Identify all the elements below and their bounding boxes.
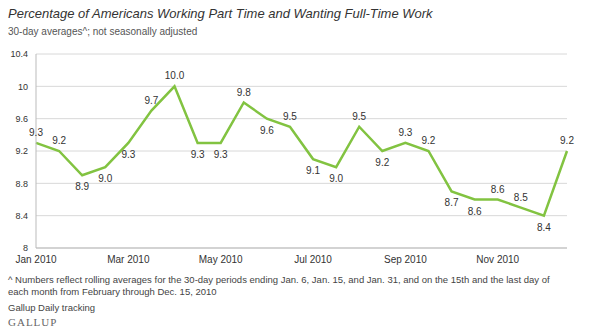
svg-text:9.3: 9.3 bbox=[121, 149, 135, 160]
svg-text:9.2: 9.2 bbox=[15, 146, 28, 156]
svg-text:Mar 2010: Mar 2010 bbox=[107, 254, 150, 265]
html-text:GALLUP: GALLUP bbox=[8, 316, 58, 328]
svg-text:Jul 2010: Jul 2010 bbox=[294, 254, 332, 265]
html-text:Gallup Daily tracking: Gallup Daily tracking bbox=[8, 302, 96, 313]
svg-text:8: 8 bbox=[23, 243, 28, 253]
svg-text:9.6: 9.6 bbox=[15, 114, 28, 124]
svg-text:9.0: 9.0 bbox=[98, 173, 112, 184]
svg-text:8.6: 8.6 bbox=[468, 206, 482, 217]
html-text:30-day averages^; not seasonal: 30-day averages^; not seasonally adjuste… bbox=[8, 26, 198, 37]
svg-text:8.7: 8.7 bbox=[445, 197, 459, 208]
svg-text:Sep 2010: Sep 2010 bbox=[384, 254, 427, 265]
svg-text:8.4: 8.4 bbox=[537, 222, 551, 233]
svg-text:9.2: 9.2 bbox=[375, 157, 389, 168]
svg-text:Nov 2010: Nov 2010 bbox=[476, 254, 519, 265]
svg-text:10.4: 10.4 bbox=[10, 49, 28, 59]
html-text:Percentage of Americans Workin: Percentage of Americans Working Part Tim… bbox=[8, 6, 433, 21]
svg-text:9.3: 9.3 bbox=[398, 127, 412, 138]
svg-text:9.6: 9.6 bbox=[260, 125, 274, 136]
svg-text:9.2: 9.2 bbox=[560, 135, 574, 146]
svg-text:8.5: 8.5 bbox=[514, 192, 528, 203]
svg-text:10.0: 10.0 bbox=[165, 70, 185, 81]
svg-text:8.9: 8.9 bbox=[75, 181, 89, 192]
svg-text:8.6: 8.6 bbox=[491, 184, 505, 195]
svg-text:10: 10 bbox=[18, 82, 28, 92]
svg-text:9.8: 9.8 bbox=[237, 87, 251, 98]
svg-text:9.1: 9.1 bbox=[306, 165, 320, 176]
svg-text:9.3: 9.3 bbox=[191, 149, 205, 160]
svg-text:9.3: 9.3 bbox=[214, 149, 228, 160]
html-text:^ Numbers reflect rolling aver: ^ Numbers reflect rolling averages for t… bbox=[8, 274, 550, 297]
svg-text:9.0: 9.0 bbox=[329, 173, 343, 184]
svg-text:9.2: 9.2 bbox=[52, 135, 66, 146]
svg-text:9.5: 9.5 bbox=[352, 111, 366, 122]
svg-text:9.5: 9.5 bbox=[283, 111, 297, 122]
svg-text:8.4: 8.4 bbox=[15, 211, 28, 221]
svg-text:9.3: 9.3 bbox=[29, 127, 43, 138]
svg-text:9.2: 9.2 bbox=[422, 135, 436, 146]
svg-text:8.8: 8.8 bbox=[15, 179, 28, 189]
svg-text:May 2010: May 2010 bbox=[199, 254, 243, 265]
svg-text:Jan 2010: Jan 2010 bbox=[15, 254, 57, 265]
svg-text:9.7: 9.7 bbox=[144, 95, 158, 106]
